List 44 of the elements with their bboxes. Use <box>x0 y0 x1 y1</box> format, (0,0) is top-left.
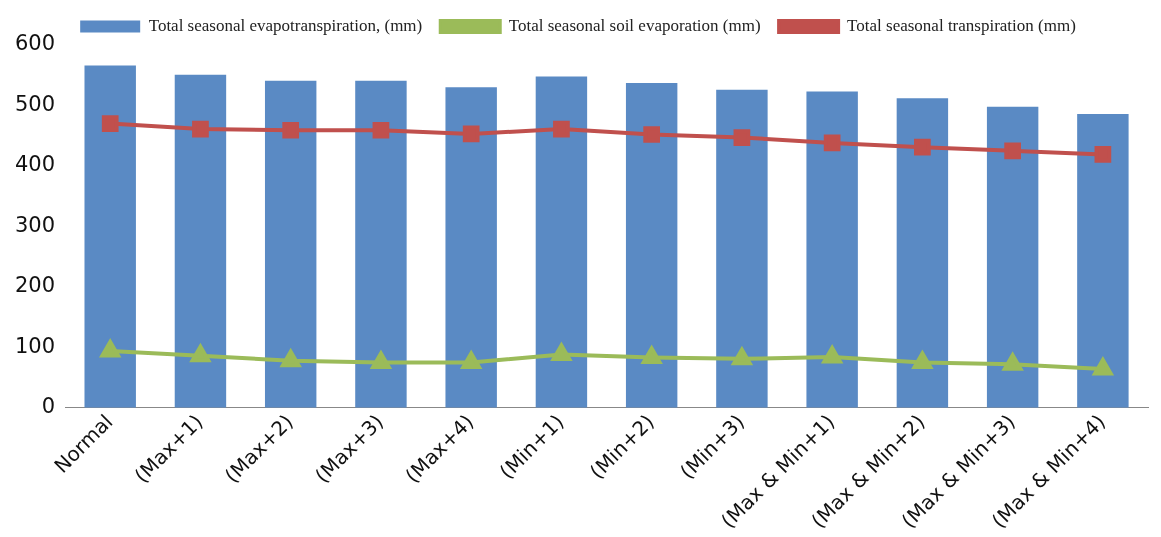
legend-label: Total seasonal evapotranspiration, (mm) <box>148 15 423 35</box>
legend-label: Total seasonal transpiration (mm) <box>847 15 1076 35</box>
bar <box>625 83 678 408</box>
point <box>553 120 570 138</box>
bar <box>264 80 317 408</box>
bar <box>445 87 497 408</box>
bar <box>174 74 227 408</box>
point <box>643 126 661 143</box>
point <box>823 134 841 152</box>
bar <box>84 65 136 408</box>
point <box>1094 146 1112 163</box>
point <box>461 351 481 369</box>
bar <box>535 76 588 408</box>
point <box>912 351 933 369</box>
y-tick-label: 300 <box>14 212 56 237</box>
point <box>1002 353 1023 371</box>
y-tick-label: 0 <box>41 394 56 419</box>
point <box>101 115 119 132</box>
bar <box>896 98 949 408</box>
point <box>280 349 301 368</box>
point <box>192 120 209 138</box>
bar <box>355 80 407 408</box>
point <box>190 344 211 363</box>
point <box>462 125 480 143</box>
y-tick-label: 200 <box>14 273 56 298</box>
point <box>372 121 390 139</box>
point <box>914 138 931 156</box>
y-tick-label: 600 <box>14 31 56 56</box>
point <box>1004 142 1021 160</box>
y-tick-label: 400 <box>14 152 56 177</box>
point <box>371 351 391 369</box>
legend-label: Total seasonal soil evaporation (mm) <box>508 15 761 35</box>
y-tick-label: 500 <box>14 91 56 116</box>
point <box>1093 358 1113 376</box>
point <box>822 346 842 364</box>
point <box>733 129 751 146</box>
bar <box>986 106 1039 408</box>
bar <box>806 91 858 408</box>
y-tick-label: 100 <box>14 333 56 358</box>
point <box>732 347 752 366</box>
point <box>100 339 120 358</box>
bar <box>716 89 768 408</box>
bar <box>1077 113 1129 408</box>
point <box>282 121 300 139</box>
